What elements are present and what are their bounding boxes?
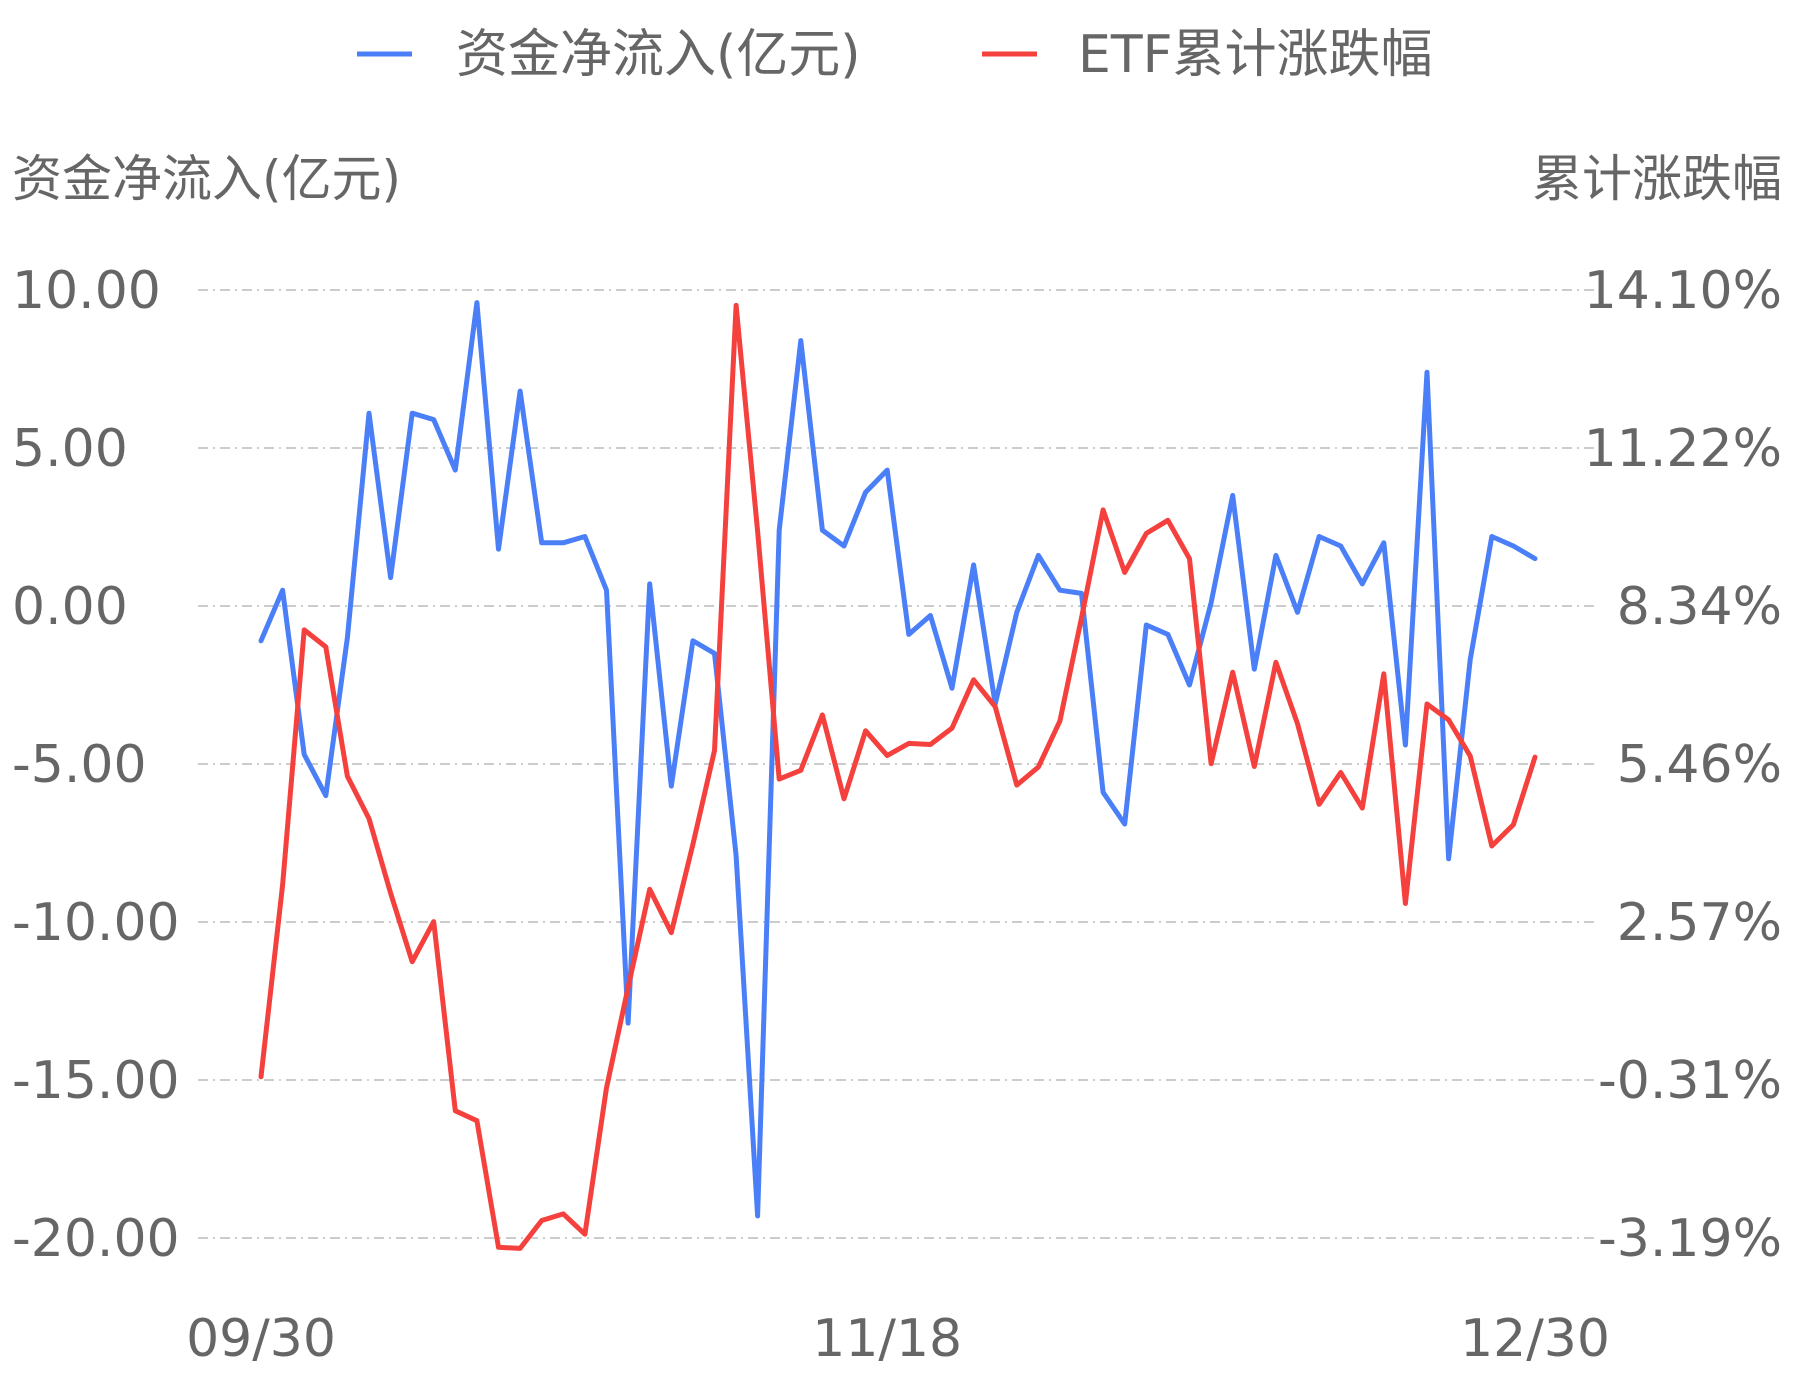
y-left-tick-label: -20.00 — [12, 1209, 180, 1269]
y-right-tick-label: 14.10% — [1584, 261, 1782, 321]
y-left-tick-label: -15.00 — [12, 1051, 180, 1111]
series-group — [258, 300, 1538, 1251]
x-tick-label: 09/30 — [186, 1309, 336, 1369]
y-left-tick-label: 5.00 — [12, 419, 128, 479]
y-right-tick-label: 5.46% — [1617, 735, 1782, 795]
series-line-etf-return — [258, 302, 1538, 1251]
y-left-tick-label: 0.00 — [12, 577, 128, 637]
y-left-tick-label: -5.00 — [12, 735, 147, 795]
y-right-axis-title: 累计涨跌幅 — [1532, 150, 1782, 208]
y-right-tick-label: 11.22% — [1584, 419, 1782, 479]
legend-label-fund-flow: 资金净流入(亿元) — [456, 25, 861, 85]
y-left-tick-label: -10.00 — [12, 893, 180, 953]
y-right-tick-label: 8.34% — [1617, 577, 1782, 637]
y-left-ticks: 10.00 5.00 0.00 -5.00 -10.00 -15.00 -20.00 — [12, 261, 180, 1269]
y-right-tick-label: 2.57% — [1617, 893, 1782, 953]
legend: 资金净流入(亿元) ETF累计涨跌幅 — [357, 25, 1433, 85]
legend-label-etf-return: ETF累计涨跌幅 — [1078, 25, 1433, 85]
y-right-ticks: 14.10% 11.22% 8.34% 5.46% 2.57% -0.31% -3.19% — [1584, 261, 1782, 1269]
x-ticks: 09/30 11/18 12/30 — [186, 1309, 1610, 1369]
x-tick-label: 12/30 — [1460, 1309, 1610, 1369]
y-left-tick-label: 10.00 — [12, 261, 161, 321]
x-tick-label: 11/18 — [812, 1309, 962, 1369]
gridlines — [198, 289, 1598, 1239]
y-left-axis-title: 资金净流入(亿元) — [12, 150, 401, 208]
y-right-tick-label: -0.31% — [1598, 1051, 1782, 1111]
series-line-fund-flow — [258, 300, 1538, 1219]
y-right-tick-label: -3.19% — [1598, 1209, 1782, 1269]
